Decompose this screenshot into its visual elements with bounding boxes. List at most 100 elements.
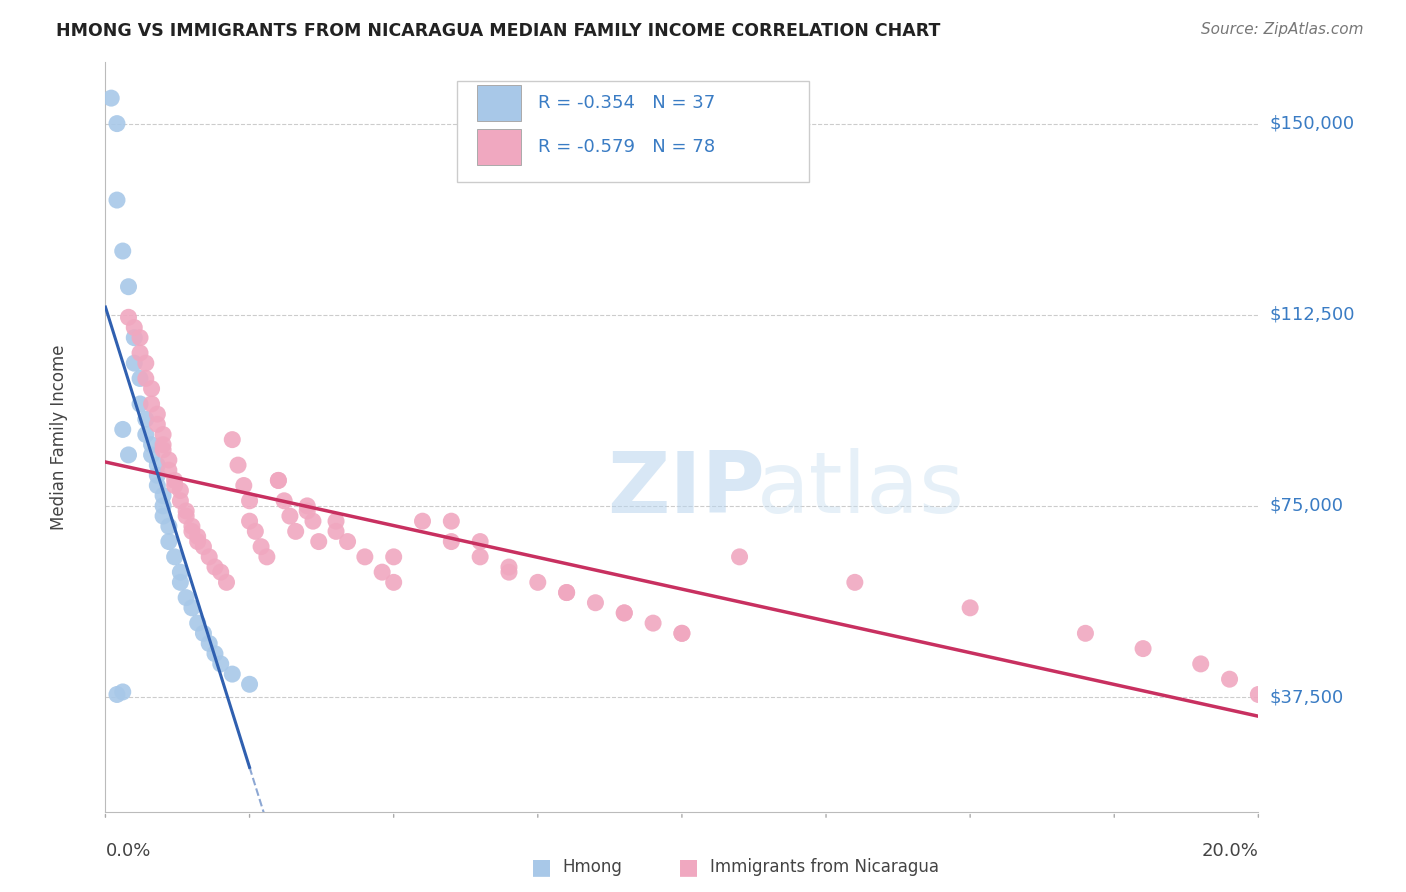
Point xyxy=(273,493,295,508)
Point xyxy=(152,489,174,503)
Point xyxy=(411,514,433,528)
Point xyxy=(180,524,204,539)
Text: R = -0.354   N = 37: R = -0.354 N = 37 xyxy=(538,94,716,112)
Point xyxy=(174,509,197,524)
Point xyxy=(193,626,215,640)
Point xyxy=(129,371,152,385)
Point xyxy=(198,549,221,564)
Text: $75,000: $75,000 xyxy=(1270,497,1344,515)
Point xyxy=(204,560,226,574)
Point xyxy=(187,529,209,543)
Point xyxy=(146,458,169,472)
Point xyxy=(527,575,550,590)
Point xyxy=(174,504,197,518)
Point xyxy=(157,453,180,467)
Point xyxy=(844,575,866,590)
Text: ZIP: ZIP xyxy=(607,448,765,531)
Point xyxy=(1132,641,1154,656)
Text: Immigrants from Nicaragua: Immigrants from Nicaragua xyxy=(710,858,939,876)
FancyBboxPatch shape xyxy=(457,81,808,182)
Point xyxy=(209,565,232,579)
Point xyxy=(440,514,463,528)
Point xyxy=(470,549,492,564)
Point xyxy=(613,606,636,620)
Point xyxy=(1219,672,1241,686)
Point xyxy=(111,422,134,436)
Text: ■: ■ xyxy=(531,857,551,877)
Point xyxy=(278,509,301,524)
Point xyxy=(141,448,163,462)
Text: Source: ZipAtlas.com: Source: ZipAtlas.com xyxy=(1201,22,1364,37)
Point xyxy=(187,534,209,549)
Point xyxy=(959,600,981,615)
Point xyxy=(169,493,191,508)
Point xyxy=(297,499,319,513)
Point xyxy=(256,549,278,564)
Text: $150,000: $150,000 xyxy=(1270,114,1354,133)
Text: ■: ■ xyxy=(679,857,699,877)
Point xyxy=(141,382,163,396)
Point xyxy=(169,483,191,498)
Point xyxy=(555,585,578,599)
Text: Hmong: Hmong xyxy=(562,858,623,876)
Point xyxy=(302,514,325,528)
Point xyxy=(100,91,122,105)
Point xyxy=(180,600,204,615)
Point xyxy=(267,474,290,488)
Point xyxy=(124,320,146,334)
Point xyxy=(470,534,492,549)
Point xyxy=(169,565,191,579)
Point xyxy=(135,356,157,370)
Point xyxy=(169,575,191,590)
Point xyxy=(671,626,693,640)
FancyBboxPatch shape xyxy=(477,85,520,120)
Text: Median Family Income: Median Family Income xyxy=(51,344,69,530)
Point xyxy=(498,565,520,579)
Point xyxy=(141,438,163,452)
Point xyxy=(117,279,139,293)
Point xyxy=(124,331,146,345)
Point xyxy=(204,647,226,661)
Text: 20.0%: 20.0% xyxy=(1202,842,1258,860)
Point xyxy=(297,504,319,518)
Point xyxy=(163,549,186,564)
Point xyxy=(157,463,180,477)
Point xyxy=(111,244,134,258)
Point xyxy=(232,478,254,492)
Point xyxy=(325,524,347,539)
Point xyxy=(157,519,180,533)
Point xyxy=(129,346,152,360)
Point xyxy=(221,667,243,681)
Point xyxy=(117,310,139,325)
Point xyxy=(250,540,273,554)
Point xyxy=(146,468,169,483)
Point xyxy=(117,448,139,462)
Point xyxy=(1189,657,1212,671)
Point xyxy=(152,509,174,524)
Point xyxy=(555,585,578,599)
Point xyxy=(152,499,174,513)
Point xyxy=(163,474,186,488)
Point xyxy=(671,626,693,640)
Point xyxy=(135,371,157,385)
Point xyxy=(198,636,221,650)
Point xyxy=(152,438,174,452)
Point xyxy=(141,397,163,411)
Point xyxy=(209,657,232,671)
Point xyxy=(382,575,405,590)
Point xyxy=(585,596,607,610)
Point xyxy=(124,356,146,370)
Text: 0.0%: 0.0% xyxy=(105,842,150,860)
Point xyxy=(226,458,249,472)
Point xyxy=(163,478,186,492)
FancyBboxPatch shape xyxy=(477,128,520,164)
Point xyxy=(613,606,636,620)
Point xyxy=(440,534,463,549)
Point xyxy=(382,549,405,564)
Point xyxy=(193,540,215,554)
Point xyxy=(308,534,330,549)
Point xyxy=(239,493,262,508)
Text: $112,500: $112,500 xyxy=(1270,306,1355,324)
Text: atlas: atlas xyxy=(756,448,965,531)
Point xyxy=(180,519,204,533)
